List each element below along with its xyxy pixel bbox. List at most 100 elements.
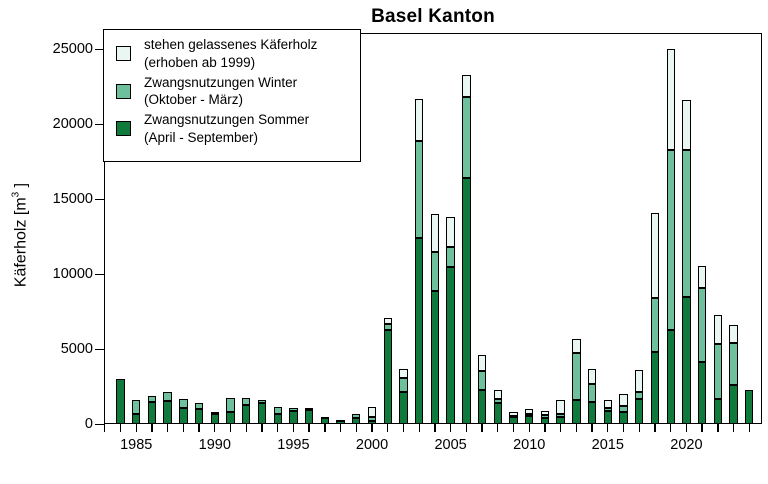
bar-segment-1995-winter xyxy=(289,408,298,411)
bar-segment-2014-sommer xyxy=(587,401,597,424)
x-tick-2022 xyxy=(717,424,719,432)
x-tick-1995 xyxy=(292,424,295,432)
bar-segment-2011-stehen xyxy=(540,410,550,415)
bar-segment-1989-winter xyxy=(194,403,204,409)
x-tick-1990 xyxy=(214,424,216,432)
legend-label-winter: Zwangsnutzungen Winter xyxy=(144,74,298,90)
bar-segment-2019-winter xyxy=(666,149,675,331)
x-tick-label-2005: 2005 xyxy=(434,437,467,453)
x-tick-1998 xyxy=(339,424,342,432)
x-tick-2003 xyxy=(418,424,420,432)
bar-segment-2004-winter xyxy=(430,252,440,291)
bar-segment-2010-stehen xyxy=(525,409,534,414)
bar-segment-2008-stehen xyxy=(493,390,502,399)
legend-text-winter: Zwangsnutzungen Winter (Oktober - März) xyxy=(144,74,297,109)
x-tick-2006 xyxy=(465,424,467,432)
y-tick-0 xyxy=(95,423,104,425)
x-tick-2015 xyxy=(607,424,609,432)
x-tick-2016 xyxy=(622,424,625,432)
bar-segment-2000-stehen xyxy=(367,406,377,417)
y-tick-25000 xyxy=(95,48,104,50)
bar-segment-2003-winter xyxy=(414,140,424,238)
y-axis-label: Käferholz [m3 ] xyxy=(10,183,30,287)
bar-segment-2000-sommer xyxy=(367,421,377,424)
bar-segment-2023-stehen xyxy=(729,325,738,343)
bar-segment-1997-sommer xyxy=(320,418,330,424)
bar-segment-2023-winter xyxy=(729,343,738,385)
bar-segment-2016-sommer xyxy=(619,411,628,424)
y-tick-label-0: 0 xyxy=(84,416,93,432)
y-tick-label-5000: 5000 xyxy=(60,341,93,357)
bar-segment-1986-winter xyxy=(147,395,157,402)
bar-segment-2002-sommer xyxy=(399,391,408,424)
y-tick-label-10000: 10000 xyxy=(52,266,93,282)
legend-text-sommer: Zwangsnutzungen Sommer (April - September… xyxy=(144,111,309,146)
bar-segment-2014-stehen xyxy=(587,369,597,384)
bar-segment-2005-sommer xyxy=(446,266,455,424)
bar-segment-1991-winter xyxy=(226,397,235,412)
bar-segment-1996-winter xyxy=(304,407,314,410)
y-tick-label-25000: 25000 xyxy=(52,41,93,57)
x-tick-2013 xyxy=(575,424,578,432)
x-tick-label-2010: 2010 xyxy=(513,437,546,453)
bar-segment-2015-stehen xyxy=(603,400,612,409)
bar-segment-2005-winter xyxy=(446,247,455,267)
x-tick-2000 xyxy=(371,424,373,432)
x-tick-2004 xyxy=(434,424,436,432)
bar-segment-2007-sommer xyxy=(477,389,487,424)
bar-segment-2006-winter xyxy=(462,97,471,178)
bar-segment-2001-winter xyxy=(383,324,392,331)
bar-segment-2010-sommer xyxy=(525,415,534,424)
bar-segment-2022-sommer xyxy=(713,399,723,424)
x-tick-1994 xyxy=(277,424,279,432)
bar-segment-2014-winter xyxy=(587,383,597,402)
bar-segment-1985-sommer xyxy=(132,414,141,424)
bar-segment-2005-stehen xyxy=(446,217,455,247)
bar-segment-1991-sommer xyxy=(226,412,235,424)
bar-segment-2009-stehen xyxy=(509,411,518,416)
chart-title: Basel Kanton xyxy=(371,6,495,27)
bar-segment-2007-winter xyxy=(477,370,487,390)
bar-segment-1984-sommer xyxy=(116,379,125,424)
x-tick-2007 xyxy=(481,424,483,432)
bar-segment-2001-stehen xyxy=(383,317,392,325)
bar-segment-1990-sommer xyxy=(210,414,219,424)
legend-swatch-sommer xyxy=(116,121,131,137)
bar-segment-2016-stehen xyxy=(619,393,628,406)
bar-segment-2015-winter xyxy=(603,408,612,411)
bar-segment-2006-stehen xyxy=(462,74,471,97)
bar-segment-1988-winter xyxy=(179,399,188,409)
bar-segment-1986-sommer xyxy=(147,401,157,424)
bar-segment-2013-stehen xyxy=(572,338,581,353)
x-tick-label-2015: 2015 xyxy=(591,437,624,453)
x-tick-1987 xyxy=(167,424,169,432)
bar-segment-2004-sommer xyxy=(430,290,440,424)
bar-segment-2022-stehen xyxy=(713,315,723,344)
bar-segment-1985-winter xyxy=(132,400,141,415)
bar-segment-2012-sommer xyxy=(556,416,565,424)
bar-segment-2019-stehen xyxy=(666,49,675,150)
bar-segment-2002-stehen xyxy=(399,369,408,379)
bar-segment-1988-sommer xyxy=(179,408,188,424)
x-tick-label-1985: 1985 xyxy=(120,437,153,453)
bar-segment-2017-sommer xyxy=(635,398,644,424)
bar-segment-2016-winter xyxy=(619,406,628,412)
bar-segment-1997-winter xyxy=(320,416,330,419)
bar-segment-2011-winter xyxy=(540,415,550,418)
bar-segment-2021-stehen xyxy=(697,265,707,289)
x-tick-2017 xyxy=(638,424,640,432)
bar-segment-2010-winter xyxy=(525,413,534,416)
bar-segment-1999-sommer xyxy=(352,418,361,424)
x-tick-1983 xyxy=(104,424,106,432)
x-tick-1992 xyxy=(245,424,247,432)
bar-segment-2012-winter xyxy=(556,414,565,417)
x-tick-label-2020: 2020 xyxy=(670,437,703,453)
bar-segment-2018-sommer xyxy=(650,352,660,424)
bar-segment-2002-winter xyxy=(399,378,408,392)
x-tick-1993 xyxy=(261,424,263,432)
bar-segment-2017-stehen xyxy=(635,370,644,392)
bar-segment-1987-winter xyxy=(163,391,172,401)
bar-segment-2006-sommer xyxy=(462,178,471,424)
x-tick-1985 xyxy=(135,424,137,432)
